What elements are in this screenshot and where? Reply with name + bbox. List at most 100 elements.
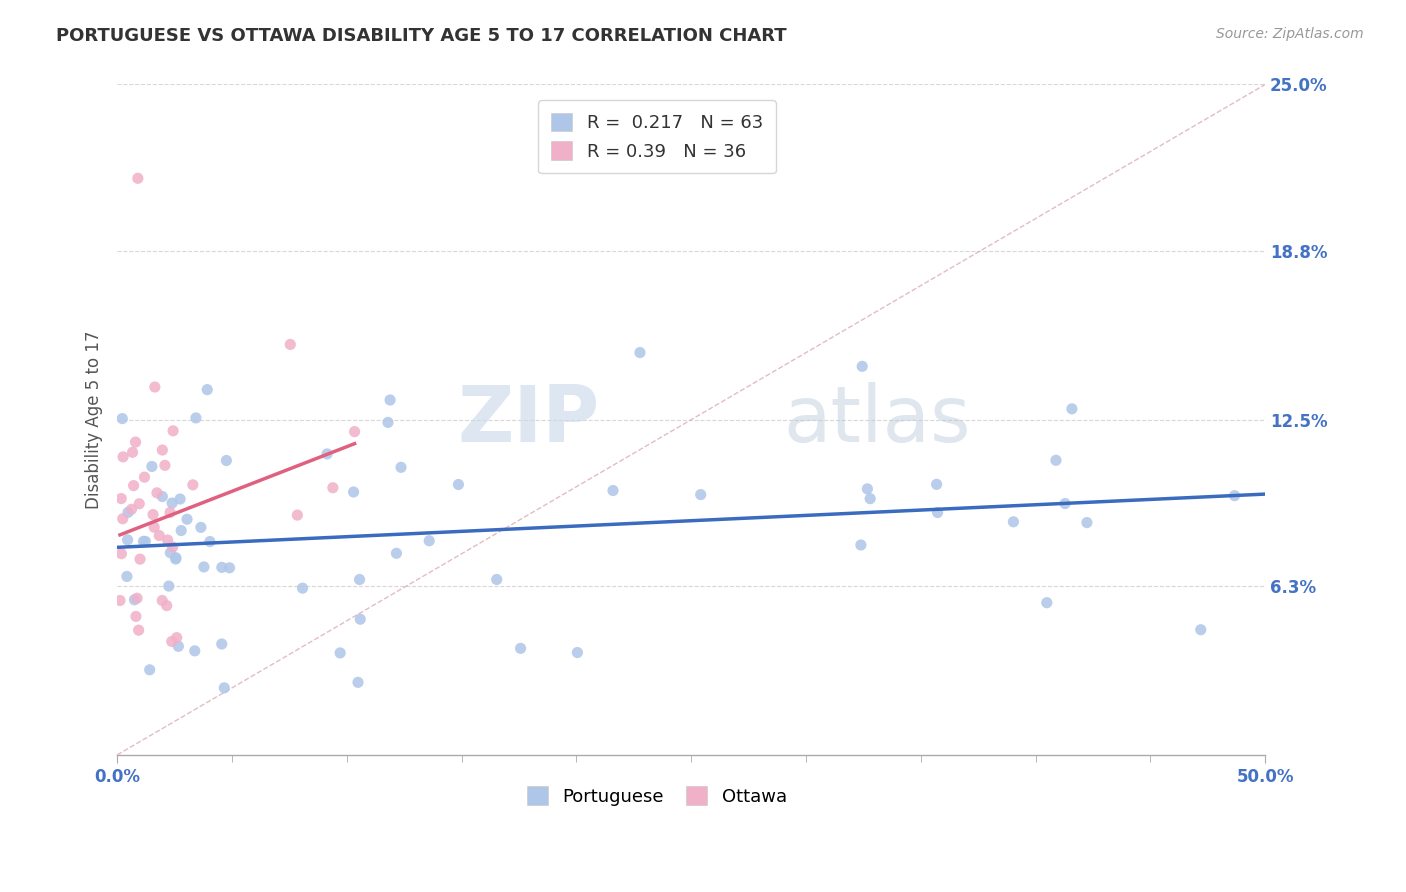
Point [162,540,184,554]
Point [195,383,218,397]
Point [165,552,187,566]
Point [124,592,146,607]
Point [329,646,352,660]
Point [181,478,204,492]
Text: Source: ZipAtlas.com: Source: ZipAtlas.com [1216,27,1364,41]
Point [128,497,150,511]
Point [278,337,301,351]
Point [121,502,143,516]
Point [316,447,339,461]
Point [1002,515,1025,529]
Point [287,508,309,522]
Point [628,345,651,359]
Point [138,663,160,677]
Point [110,491,132,506]
Point [121,445,143,459]
Point [160,634,183,648]
Point [134,470,156,484]
Point [128,623,150,637]
Point [143,520,166,534]
Point [859,491,882,506]
Point [150,490,173,504]
Point [132,534,155,549]
Point [927,506,949,520]
Point [159,506,181,520]
Point [349,612,371,626]
Point [184,644,207,658]
Point [1060,401,1083,416]
Point [1076,516,1098,530]
Point [385,546,408,560]
Text: PORTUGUESE VS OTTAWA DISABILITY AGE 5 TO 17 CORRELATION CHART: PORTUGUESE VS OTTAWA DISABILITY AGE 5 TO… [56,27,787,45]
Point [134,534,156,549]
Point [165,550,187,565]
Point [215,453,238,467]
Point [418,533,440,548]
Point [156,533,179,547]
Point [509,641,531,656]
Point [110,547,132,561]
Point [211,560,233,574]
Point [1054,497,1077,511]
Point [1223,489,1246,503]
Point [150,443,173,458]
Point [127,171,149,186]
Point [125,609,148,624]
Point [117,505,139,519]
Point [184,411,207,425]
Point [1045,453,1067,467]
Y-axis label: Disability Age 5 to 17: Disability Age 5 to 17 [86,330,103,509]
Point [122,478,145,492]
Point [115,569,138,583]
Point [169,491,191,506]
Point [291,581,314,595]
Point [170,524,193,538]
Text: ZIP: ZIP [457,382,599,458]
Point [349,573,371,587]
Point [108,593,131,607]
Point [124,435,146,450]
Point [112,450,135,464]
Point [146,486,169,500]
Text: atlas: atlas [783,382,970,458]
Point [160,496,183,510]
Point [567,646,589,660]
Point [117,533,139,547]
Point [851,359,873,374]
Point [127,591,149,606]
Point [150,593,173,607]
Point [602,483,624,498]
Point [157,579,180,593]
Point [159,546,181,560]
Point [1189,623,1212,637]
Point [190,520,212,534]
Point [342,485,364,500]
Point [925,477,948,491]
Point [218,561,240,575]
Legend: Portuguese, Ottawa: Portuguese, Ottawa [519,779,794,813]
Point [856,482,879,496]
Point [141,459,163,474]
Point [378,392,401,407]
Point [193,560,215,574]
Point [176,512,198,526]
Point [156,599,179,613]
Point [198,534,221,549]
Point [148,528,170,542]
Point [485,573,508,587]
Point [166,631,188,645]
Point [1036,596,1059,610]
Point [377,416,399,430]
Point [162,424,184,438]
Point [167,640,190,654]
Point [111,512,134,526]
Point [142,508,165,522]
Point [849,538,872,552]
Point [153,458,176,473]
Point [343,425,366,439]
Point [211,637,233,651]
Point [143,380,166,394]
Point [347,675,370,690]
Point [129,552,152,566]
Point [322,481,344,495]
